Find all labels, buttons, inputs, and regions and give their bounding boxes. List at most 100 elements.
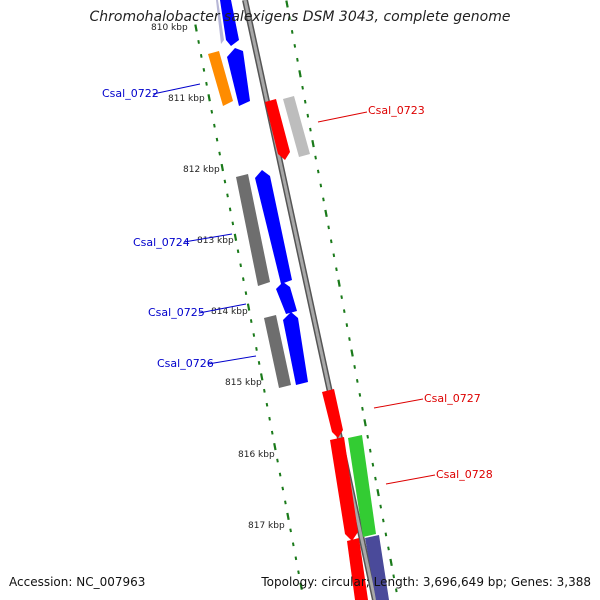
leader-line	[207, 355, 257, 365]
gene-glyph-csal-0722-cds[interactable]	[208, 51, 233, 106]
gene-labels: Csal_0722 Csal_0723 Csal_0724 Csal_0725 …	[102, 83, 493, 485]
gene-label-csal-0725[interactable]: Csal_0725	[148, 306, 205, 319]
leader-line	[183, 233, 233, 243]
ruler-tick	[329, 239, 333, 244]
ruler-tick	[314, 155, 317, 160]
ruler-tick	[273, 442, 277, 451]
gene-glyph-csal-0722[interactable]	[227, 48, 250, 106]
gene-glyph-csal-0728[interactable]	[330, 437, 358, 541]
ruler-tick	[395, 588, 398, 593]
ruler-tick	[327, 225, 330, 230]
ruler-tick	[255, 347, 258, 351]
ruler-tick	[246, 303, 251, 311]
ruler-tick	[207, 94, 211, 102]
ruler-tick	[239, 263, 242, 268]
gene-glyph-csal-0726[interactable]	[283, 312, 308, 385]
gene-glyph-csal-0728-cds[interactable]	[348, 435, 376, 537]
ruler-tick	[231, 221, 235, 226]
leader-line	[373, 398, 424, 409]
feature-track	[208, 0, 389, 600]
ruler-tick	[288, 16, 291, 20]
ruler-tick	[284, 500, 287, 505]
gene-glyph[interactable]	[220, 0, 239, 46]
gene-glyph-csal-0723-cds[interactable]	[283, 96, 310, 157]
ruler-tick	[291, 542, 295, 547]
ruler-tick	[289, 528, 292, 533]
ruler-tick	[303, 99, 307, 104]
ruler-tick	[306, 113, 310, 118]
ruler-tick	[374, 476, 377, 481]
ruler-tick	[299, 582, 303, 590]
ruler-tick	[379, 504, 382, 509]
gene-glyph[interactable]	[216, 0, 224, 44]
ruler-tick	[294, 556, 298, 561]
ruler-tick	[297, 570, 300, 575]
gene-glyph[interactable]	[365, 535, 389, 600]
kbp-label: 817 kbp	[248, 521, 285, 531]
ruler-tick	[366, 434, 369, 439]
accession-text: Accession: NC_007963	[9, 575, 146, 589]
ruler-tick	[376, 488, 380, 497]
ruler-tick	[223, 179, 227, 184]
ruler-tick	[285, 0, 289, 8]
ruler-tick	[218, 151, 221, 156]
kbp-label: 813 kbp	[197, 236, 234, 246]
ruler-tick	[353, 365, 356, 369]
ruler-tick	[363, 419, 367, 427]
ruler-left-ticks	[194, 24, 303, 590]
ruler-tick	[286, 512, 290, 521]
ruler-tick	[242, 277, 245, 282]
ruler-tick	[226, 193, 229, 198]
gene-glyph-csal-0726-cds[interactable]	[264, 315, 291, 388]
ruler-tick	[389, 558, 393, 567]
gene-glyph-csal-0724-cds[interactable]	[236, 174, 270, 286]
ruler-tick	[381, 518, 385, 523]
ruler-tick	[265, 402, 269, 407]
ruler-tick	[322, 197, 325, 202]
leader-line	[317, 111, 368, 123]
gene-label-csal-0728[interactable]: Csal_0728	[436, 468, 493, 481]
ruler-tick	[228, 207, 232, 212]
ruler-tick	[290, 30, 294, 34]
ruler-tick	[281, 486, 285, 491]
ruler-tick	[316, 169, 320, 174]
ruler-tick	[311, 139, 315, 148]
ruler-tick	[197, 40, 200, 44]
gene-glyph-csal-0724[interactable]	[255, 170, 292, 284]
ruler-tick	[276, 458, 279, 463]
gene-glyph[interactable]	[347, 538, 368, 600]
gene-label-csal-0727[interactable]: Csal_0727	[424, 392, 481, 405]
kbp-label: 811 kbp	[168, 94, 205, 104]
kbp-label: 816 kbp	[238, 450, 275, 460]
ruler-tick	[298, 70, 302, 78]
gene-glyph-csal-0723[interactable]	[265, 99, 290, 160]
ruler-tick	[358, 392, 362, 397]
ruler-tick	[194, 24, 198, 32]
ruler-tick	[348, 337, 351, 341]
ruler-tick	[215, 137, 219, 142]
gene-label-csal-0724[interactable]: Csal_0724	[133, 236, 190, 249]
ruler-tick	[309, 127, 312, 132]
ruler-tick	[342, 309, 346, 314]
ruler-tick	[252, 333, 256, 337]
ruler-tick	[392, 574, 396, 579]
gene-label-csal-0723[interactable]: Csal_0723	[368, 104, 425, 117]
gene-glyph-csal-0727[interactable]	[322, 389, 343, 438]
gene-glyph-csal-0725[interactable]	[276, 282, 297, 314]
ruler-tick	[268, 416, 271, 421]
ruler-tick	[236, 249, 240, 254]
ruler-tick	[233, 233, 238, 241]
ruler-tick	[335, 267, 338, 272]
ruler-tick	[199, 54, 203, 58]
gene-label-csal-0726[interactable]: Csal_0726	[157, 357, 214, 370]
ruler-tick	[355, 379, 359, 383]
ruler-tick	[220, 163, 225, 172]
ruler-tick	[205, 81, 208, 86]
ruler-tick	[345, 323, 349, 327]
genome-title: Chromohalobacter salexigens DSM 3043, co…	[89, 9, 511, 25]
ruler-tick	[293, 43, 297, 48]
gene-label-csal-0722[interactable]: Csal_0722	[102, 87, 159, 100]
ruler-tick	[384, 532, 388, 537]
ruler-tick	[213, 123, 216, 128]
leader-line	[152, 83, 201, 95]
